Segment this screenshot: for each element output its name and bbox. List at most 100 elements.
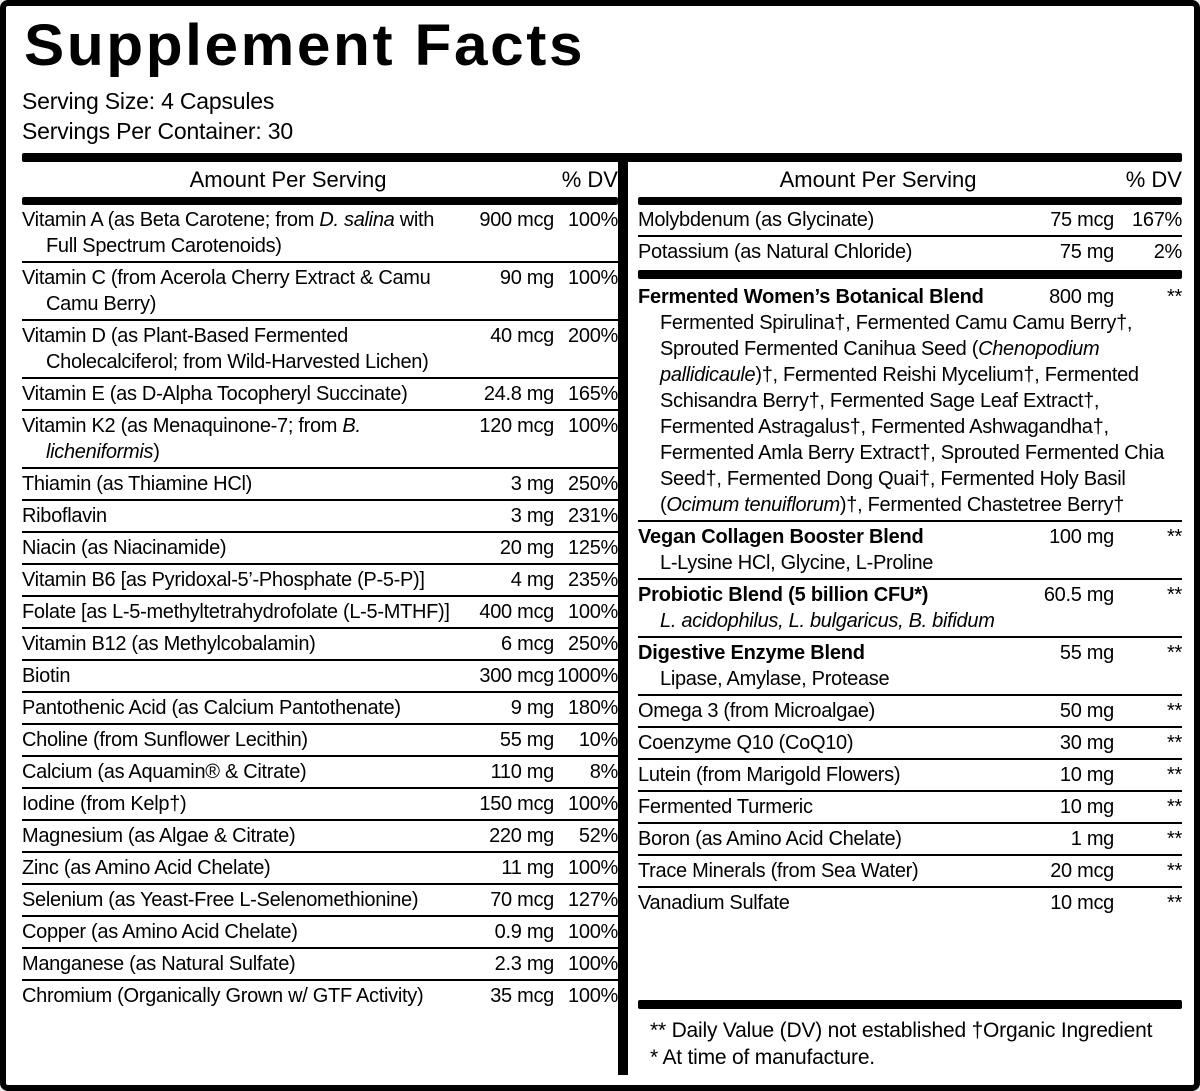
right-mineral-rows: Molybdenum (as Glycinate) 75 mcg 167% Pota… <box>638 205 1182 267</box>
ingredient-row: Boron (as Amino Acid Chelate) 1 mg ** <box>638 824 1182 856</box>
ingredient-dv: 100% <box>568 415 618 437</box>
ingredient-dv: 10% <box>578 729 618 751</box>
ingredient-amount: 150 mcg <box>479 793 554 815</box>
footnote-dv-not-established: ** Daily Value (DV) not established †Org… <box>650 1019 1153 1042</box>
blend-sub-ingredients: Lipase, Amylase, Protease <box>660 668 890 690</box>
ingredient-name: Biotin <box>22 665 71 687</box>
ingredient-dv: 100% <box>568 921 618 943</box>
ingredient-dv: 100% <box>568 267 618 289</box>
ingredient-name: Riboflavin <box>22 505 107 527</box>
ingredient-amount: 220 mg <box>489 825 554 847</box>
ingredient-name: Vitamin D (as Plant-Based Fermented Chol… <box>22 325 429 373</box>
ingredient-dv: 2% <box>1153 241 1183 263</box>
ingredient-dv: 100% <box>568 953 618 975</box>
left-ingredient-rows: Vitamin A (as Beta Carotene; from D. sal… <box>22 205 618 1011</box>
ingredient-row: Omega 3 (from Microalgae) 50 mg ** <box>638 696 1182 728</box>
ingredient-amount: 120 mcg <box>479 415 554 437</box>
ingredient-dv: 1000% <box>557 665 618 687</box>
blend-amount: 60.5 mg <box>1043 584 1114 606</box>
ingredient-row: Lutein (from Marigold Flowers) 10 mg ** <box>638 760 1182 792</box>
ingredient-row: Iodine (from Kelp†) 150 mcg 100% <box>22 789 618 821</box>
ingredient-amount: 40 mcg <box>490 325 554 347</box>
ingredient-name: Niacin (as Niacinamide) <box>22 537 227 559</box>
ingredient-row: Vitamin A (as Beta Carotene; from D. sal… <box>22 205 618 263</box>
ingredient-name: Fermented Turmeric <box>638 796 813 818</box>
ingredient-dv: 125% <box>568 537 618 559</box>
ingredient-row: Vitamin E (as D-Alpha Tocopheryl Succina… <box>22 379 618 411</box>
right-column: Amount Per Serving % DV Molybdenum (as G… <box>628 162 1182 1075</box>
left-column: Amount Per Serving % DV Vitamin A (as Be… <box>22 162 618 1075</box>
ingredient-amount: 35 mcg <box>490 985 554 1007</box>
ingredient-row: Potassium (as Natural Chloride) 75 mg 2% <box>638 237 1182 267</box>
ingredient-dv: ** <box>1167 764 1182 786</box>
ingredient-amount: 20 mg <box>499 537 554 559</box>
ingredient-row: Thiamin (as Thiamine HCl) 3 mg 250% <box>22 469 618 501</box>
ingredient-dv: 100% <box>568 857 618 879</box>
ingredient-row: Biotin 300 mcg 1000% <box>22 661 618 693</box>
ingredient-row: Trace Minerals (from Sea Water) 20 mcg ** <box>638 856 1182 888</box>
blend-name: Vegan Collagen Booster Blend <box>638 526 924 548</box>
flex-spacer <box>638 918 1182 1000</box>
ingredient-name: Zinc (as Amino Acid Chelate) <box>22 857 271 879</box>
ingredient-amount: 900 mcg <box>479 209 554 231</box>
ingredient-name: Selenium (as Yeast-Free L-Selenomethioni… <box>22 889 419 911</box>
serving-size: Serving Size: 4 Capsules <box>22 88 275 114</box>
ingredient-dv: 180% <box>568 697 618 719</box>
blend-rows: Fermented Women’s Botanical Blend 800 mg *… <box>638 282 1182 918</box>
blend-amount: 100 mg <box>1049 526 1114 548</box>
footnotes: ** Daily Value (DV) not established †Org… <box>638 1015 1182 1075</box>
ingredient-dv: 100% <box>568 793 618 815</box>
percent-dv-header: % DV <box>1125 167 1182 192</box>
ingredient-amount: 9 mg <box>510 697 555 719</box>
ingredient-dv: 127% <box>568 889 618 911</box>
ingredient-name: Vitamin A (as Beta Carotene; from D. sal… <box>22 209 435 257</box>
ingredient-amount: 0.9 mg <box>494 921 555 943</box>
ingredient-amount: 50 mg <box>1059 700 1114 722</box>
ingredient-amount: 6 mcg <box>501 633 554 655</box>
blend-sub-ingredients: Fermented Spirulina†, Fermented Camu Cam… <box>660 312 1165 516</box>
servings-per-container: Servings Per Container: 30 <box>22 118 293 144</box>
ingredient-dv: 235% <box>568 569 618 591</box>
blend-name: Digestive Enzyme Blend <box>638 642 865 664</box>
blend-amount: 55 mg <box>1059 642 1114 664</box>
blend-name: Probiotic Blend (5 billion CFU*) <box>638 584 929 606</box>
ingredient-dv: 100% <box>568 209 618 231</box>
ingredient-amount: 2.3 mg <box>494 953 555 975</box>
ingredient-row: Vitamin B12 (as Methylcobalamin) 6 mcg 250… <box>22 629 618 661</box>
ingredient-row: Coenzyme Q10 (CoQ10) 30 mg ** <box>638 728 1182 760</box>
blend-row: Vegan Collagen Booster Blend 100 mg ** L-L… <box>638 522 1182 580</box>
ingredient-dv: 165% <box>568 383 618 405</box>
ingredient-name: Vitamin E (as D-Alpha Tocopheryl Succina… <box>22 383 408 405</box>
blend-dv: ** <box>1167 526 1182 548</box>
ingredient-row: Molybdenum (as Glycinate) 75 mcg 167% <box>638 205 1182 237</box>
ingredient-row: Magnesium (as Algae & Citrate) 220 mg 52% <box>22 821 618 853</box>
ingredient-dv: 231% <box>568 505 618 527</box>
right-column-header: Amount Per Serving % DV <box>638 162 1182 197</box>
ingredient-name: Boron (as Amino Acid Chelate) <box>638 828 902 850</box>
thick-rule-top <box>22 153 1182 162</box>
ingredient-amount: 20 mcg <box>1050 860 1114 882</box>
vertical-column-divider <box>618 162 628 1075</box>
thick-rule-header <box>638 197 1182 205</box>
footnote-time-of-manufacture: * At time of manufacture. <box>650 1046 875 1069</box>
ingredient-amount: 55 mg <box>499 729 554 751</box>
blend-row: Digestive Enzyme Blend 55 mg ** Lipase, Am… <box>638 638 1182 696</box>
ingredient-dv: 8% <box>589 761 619 783</box>
ingredient-dv: ** <box>1167 796 1182 818</box>
blend-dv: ** <box>1167 584 1182 606</box>
ingredient-dv: ** <box>1167 892 1182 914</box>
ingredient-dv: 167% <box>1132 209 1182 231</box>
ingredient-name: Copper (as Amino Acid Chelate) <box>22 921 298 943</box>
ingredient-row: Choline (from Sunflower Lecithin) 55 mg 10… <box>22 725 618 757</box>
ingredient-dv: ** <box>1167 828 1182 850</box>
ingredient-dv: 200% <box>568 325 618 347</box>
ingredient-name: Vitamin B12 (as Methylcobalamin) <box>22 633 316 655</box>
ingredient-row: Manganese (as Natural Sulfate) 2.3 mg 100% <box>22 949 618 981</box>
ingredient-row: Vitamin K2 (as Menaquinone-7; from B. li… <box>22 411 618 469</box>
ingredient-amount: 30 mg <box>1059 732 1114 754</box>
ingredient-row: Vitamin D (as Plant-Based Fermented Chol… <box>22 321 618 379</box>
ingredient-amount: 110 mg <box>490 761 555 783</box>
ingredient-name: Trace Minerals (from Sea Water) <box>638 860 919 882</box>
ingredient-name: Iodine (from Kelp†) <box>22 793 187 815</box>
